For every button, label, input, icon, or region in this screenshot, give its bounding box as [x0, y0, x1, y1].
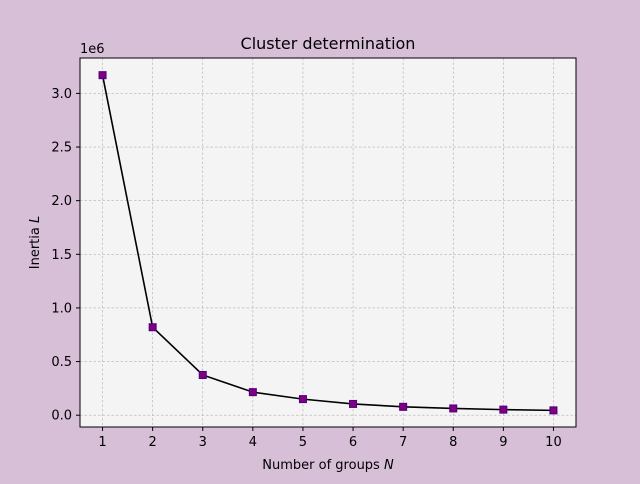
data-point-marker: [349, 399, 358, 408]
x-tick-label: 5: [299, 435, 307, 450]
data-point-marker: [248, 388, 257, 397]
y-axis-label: Inertia L: [28, 216, 43, 269]
data-point-marker: [298, 395, 307, 404]
series-line: [101, 75, 554, 412]
x-axis-label: Number of groups N: [262, 458, 394, 473]
x-tick-label: 9: [499, 435, 507, 450]
y-axis-offset-label: 1e6: [80, 42, 105, 57]
x-tick-label: 4: [249, 435, 257, 450]
x-tick-label: 8: [449, 435, 457, 450]
x-tick-label: 3: [199, 435, 207, 450]
y-tick-label: 2.0: [51, 194, 72, 209]
axis-ticks: 1 2 3 4 5 6 7 8 9 10 0.0 0.5 1.0 1.5 2.0 2.5 3.0: [51, 87, 561, 450]
x-tick-label: 2: [149, 435, 157, 450]
axes-frame: [79, 57, 577, 428]
data-point-marker: [148, 323, 157, 332]
chart-title: Cluster determination: [241, 34, 416, 53]
y-tick-label: 1.0: [51, 301, 72, 316]
x-tick-label: 10: [545, 435, 562, 450]
y-tick-label: 3.0: [51, 87, 72, 102]
grid-lines: [80, 58, 576, 427]
x-tick-label: 7: [399, 435, 407, 450]
data-point-marker: [399, 402, 408, 411]
data-point-marker: [549, 406, 558, 415]
data-point-marker: [98, 71, 107, 80]
data-point-marker: [449, 404, 458, 413]
plot-area: [80, 58, 576, 427]
x-tick-label: 1: [98, 435, 106, 450]
data-point-marker: [499, 405, 508, 414]
y-tick-label: 1.5: [51, 248, 72, 263]
y-tick-label: 0.0: [51, 409, 72, 424]
y-tick-label: 0.5: [51, 355, 72, 370]
y-tick-label: 2.5: [51, 141, 72, 156]
x-tick-label: 6: [349, 435, 357, 450]
data-point-marker: [198, 370, 207, 379]
series-layer: [98, 71, 558, 415]
